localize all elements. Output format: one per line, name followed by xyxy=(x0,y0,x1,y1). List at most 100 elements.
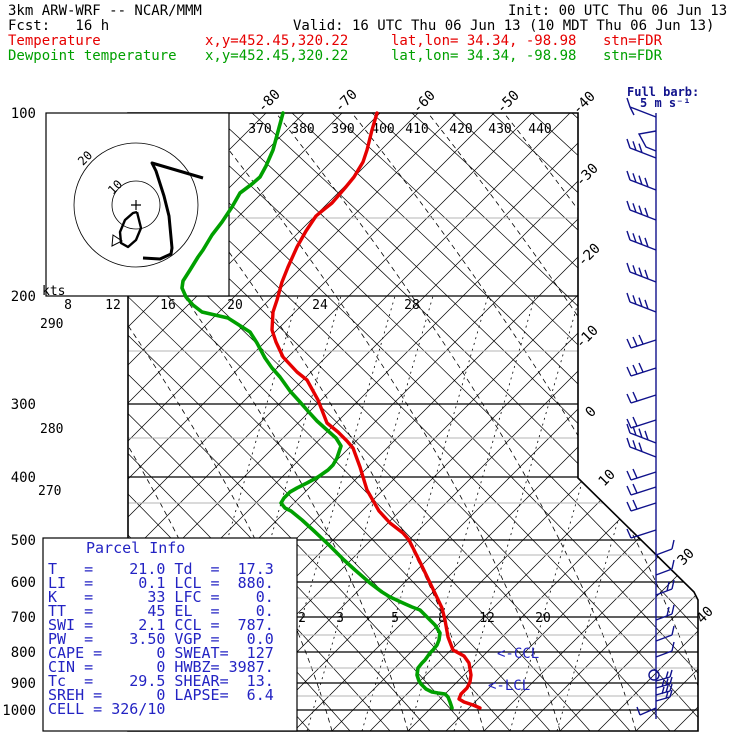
wind-barb xyxy=(626,170,657,191)
theta-label-top: 400 xyxy=(371,122,394,137)
theta-label-top: 440 xyxy=(528,122,551,137)
dry-adiabat-line xyxy=(171,113,698,731)
moist-adiabat-line xyxy=(128,113,257,731)
isotherm-line xyxy=(673,113,698,731)
pressure-tick-label: 500 xyxy=(11,533,36,549)
moist-adiabat-label: 24 xyxy=(312,298,328,313)
mixing-ratio-line xyxy=(306,295,434,731)
moist-adiabat-line xyxy=(199,113,561,731)
wind-barb xyxy=(626,292,657,313)
moist-adiabat-line xyxy=(503,113,698,731)
dry-adiabat-line xyxy=(128,113,471,731)
dry-adiabat-line xyxy=(611,113,698,731)
wind-barb xyxy=(655,676,673,689)
dry-adiabat-line xyxy=(732,113,740,731)
wind-barb xyxy=(655,641,675,658)
wind-barb xyxy=(655,559,675,576)
theta-label-top: 410 xyxy=(405,122,428,137)
moist-adiabat-label: 16 xyxy=(160,298,176,313)
wind-barb xyxy=(655,625,675,642)
wind-barb xyxy=(626,391,657,404)
mixing-ratio-line xyxy=(509,295,637,731)
mixing-ratio-line xyxy=(453,295,581,731)
mixing-ratio-label: 3 xyxy=(336,611,344,626)
dry-adiabat-line xyxy=(531,113,698,731)
parcel-info-row: K = 33 LFC = 0. xyxy=(48,588,274,606)
wind-barb xyxy=(626,468,657,481)
parcel-info-row: LI = 0.1 LCL = 880. xyxy=(48,574,274,592)
mixing-ratio-label: 20 xyxy=(535,611,551,626)
dry-adiabat-line xyxy=(691,113,698,731)
wind-barb xyxy=(626,499,657,512)
wind-barb xyxy=(655,579,675,596)
parcel-info-row: TT = 45 EL = 0. xyxy=(48,602,274,620)
wind-barb xyxy=(626,416,657,429)
dewpoint-curve xyxy=(180,111,454,710)
isotherm-line xyxy=(483,113,698,731)
hodograph-trace-loop xyxy=(118,210,143,249)
wind-barb xyxy=(626,97,657,118)
theta-label-top: 430 xyxy=(488,122,511,137)
mixing-ratio-label: 2 xyxy=(298,611,306,626)
dry-adiabat-line xyxy=(131,113,698,731)
theta-label-left: 290 xyxy=(40,317,63,332)
isotherm-line xyxy=(128,113,533,731)
moist-adiabat-line xyxy=(275,113,637,731)
isotherm-label-right: 40 xyxy=(694,604,717,627)
hodograph-ring xyxy=(111,180,161,230)
moist-adiabat-line xyxy=(128,113,485,731)
parcel-info-border xyxy=(42,537,298,732)
isotherm-line xyxy=(712,113,740,731)
moist-adiabat-line xyxy=(128,113,409,731)
pressure-tick-label: 900 xyxy=(11,676,36,692)
theta-label-top: 390 xyxy=(331,122,354,137)
isotherm-label-right: 10 xyxy=(596,467,619,490)
dry-adiabat-line xyxy=(291,113,698,731)
temperature-curve xyxy=(270,111,482,710)
wind-barb xyxy=(626,423,657,444)
hodograph-units-label: kts xyxy=(42,284,65,299)
wind-barb xyxy=(655,669,673,682)
sounding-curves xyxy=(180,111,482,710)
theta-label-top: 420 xyxy=(449,122,472,137)
wind-barb xyxy=(626,437,657,458)
wind-barb xyxy=(626,200,657,221)
hodograph-trace xyxy=(142,161,204,261)
mixing-ratio-label: 8 xyxy=(438,611,446,626)
parcel-info-row: SREH = 0 LAPSE= 6.4 xyxy=(48,686,274,704)
dry-adiabat-line xyxy=(128,113,391,731)
parcel-info-row: CAPE = 0 SWEAT= 127 xyxy=(48,644,274,662)
moist-adiabat-label: 12 xyxy=(105,298,121,313)
mixing-ratio-line xyxy=(556,295,684,731)
pressure-tick-label: 1000 xyxy=(2,703,36,719)
moist-adiabat-line xyxy=(579,113,698,731)
wind-barb-top-detail xyxy=(629,106,657,152)
parcel-info-row: Tc = 29.5 SHEAR= 13. xyxy=(48,672,274,690)
pressure-tick-label: 700 xyxy=(11,610,36,626)
dry-adiabat-line xyxy=(651,113,698,731)
wind-barb xyxy=(655,604,675,621)
calm-wind-circle xyxy=(648,669,660,681)
isotherm-line xyxy=(255,113,698,731)
hodograph-origin-cross xyxy=(131,200,141,210)
isotherm-label-right: 0 xyxy=(583,404,600,421)
parcel-info-box: Parcel Info T = 21.0 Td = 17.3LI = 0.1 LC… xyxy=(42,537,298,732)
moist-adiabat-label: 8 xyxy=(64,298,72,313)
theta-label-top: 370 xyxy=(248,122,271,137)
pressure-tick-label: 300 xyxy=(11,397,36,413)
isotherm-line xyxy=(0,113,38,731)
pressure-tick-label: 200 xyxy=(11,289,36,305)
lcl-marker: <-LCL xyxy=(488,678,530,694)
parcel-info-row: SWI = 2.1 CCL = 787. xyxy=(48,616,274,634)
wind-barb xyxy=(626,138,657,159)
wind-barb xyxy=(626,230,657,251)
pressure-tick-label: 400 xyxy=(11,470,36,486)
isotherm-line xyxy=(559,113,698,731)
dry-adiabat-line xyxy=(211,113,698,731)
isotherm-label-right: -30 xyxy=(573,161,602,190)
moist-adiabat-label: 28 xyxy=(404,298,420,313)
isotherm-line xyxy=(128,113,343,731)
